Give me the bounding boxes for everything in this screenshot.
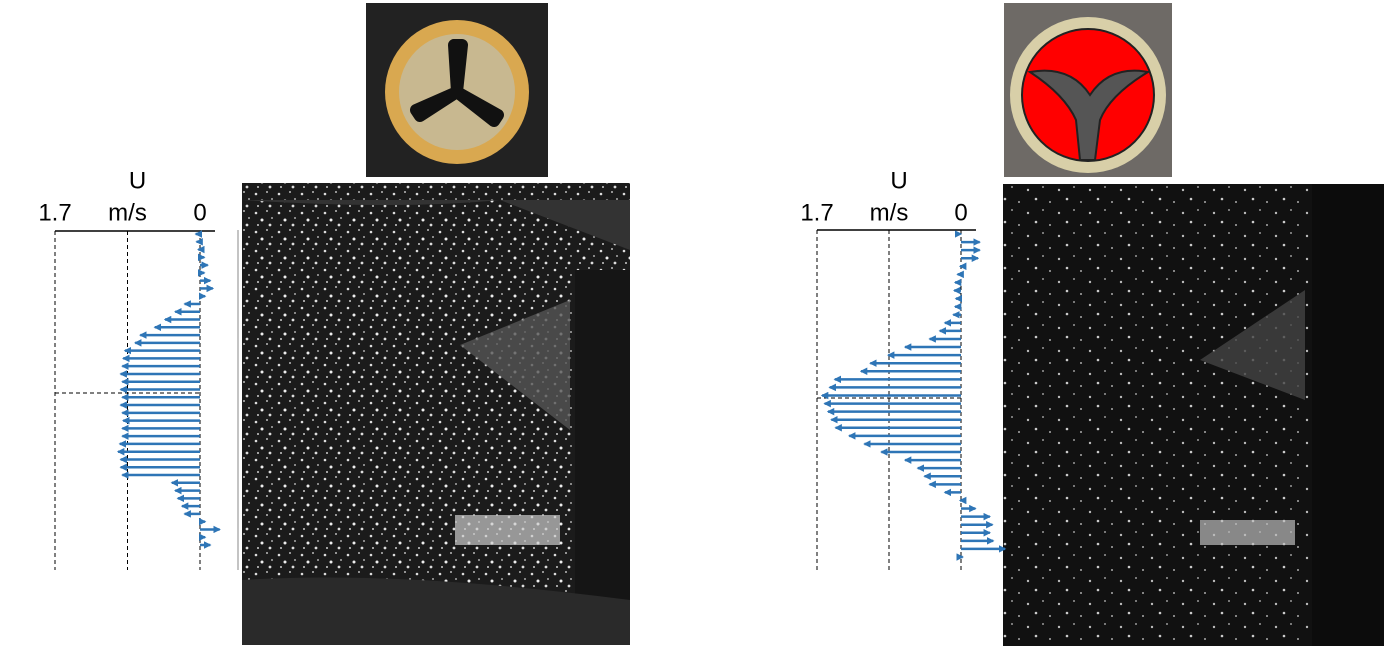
axis-title: U xyxy=(129,167,146,194)
x-tick-label: m/s xyxy=(108,199,147,226)
x-tick-label: 1.7 xyxy=(800,199,833,226)
flow-image-right xyxy=(1003,184,1384,646)
x-tick-label: 1.7 xyxy=(38,199,71,226)
x-tick-label: 0 xyxy=(193,199,206,226)
valve-photo-left xyxy=(366,3,548,177)
axis-title: U xyxy=(890,167,907,194)
valve-photo-right xyxy=(1004,3,1172,177)
flow-image-left xyxy=(242,183,630,645)
x-tick-label: 0 xyxy=(954,199,967,226)
x-tick-label: m/s xyxy=(870,199,909,226)
